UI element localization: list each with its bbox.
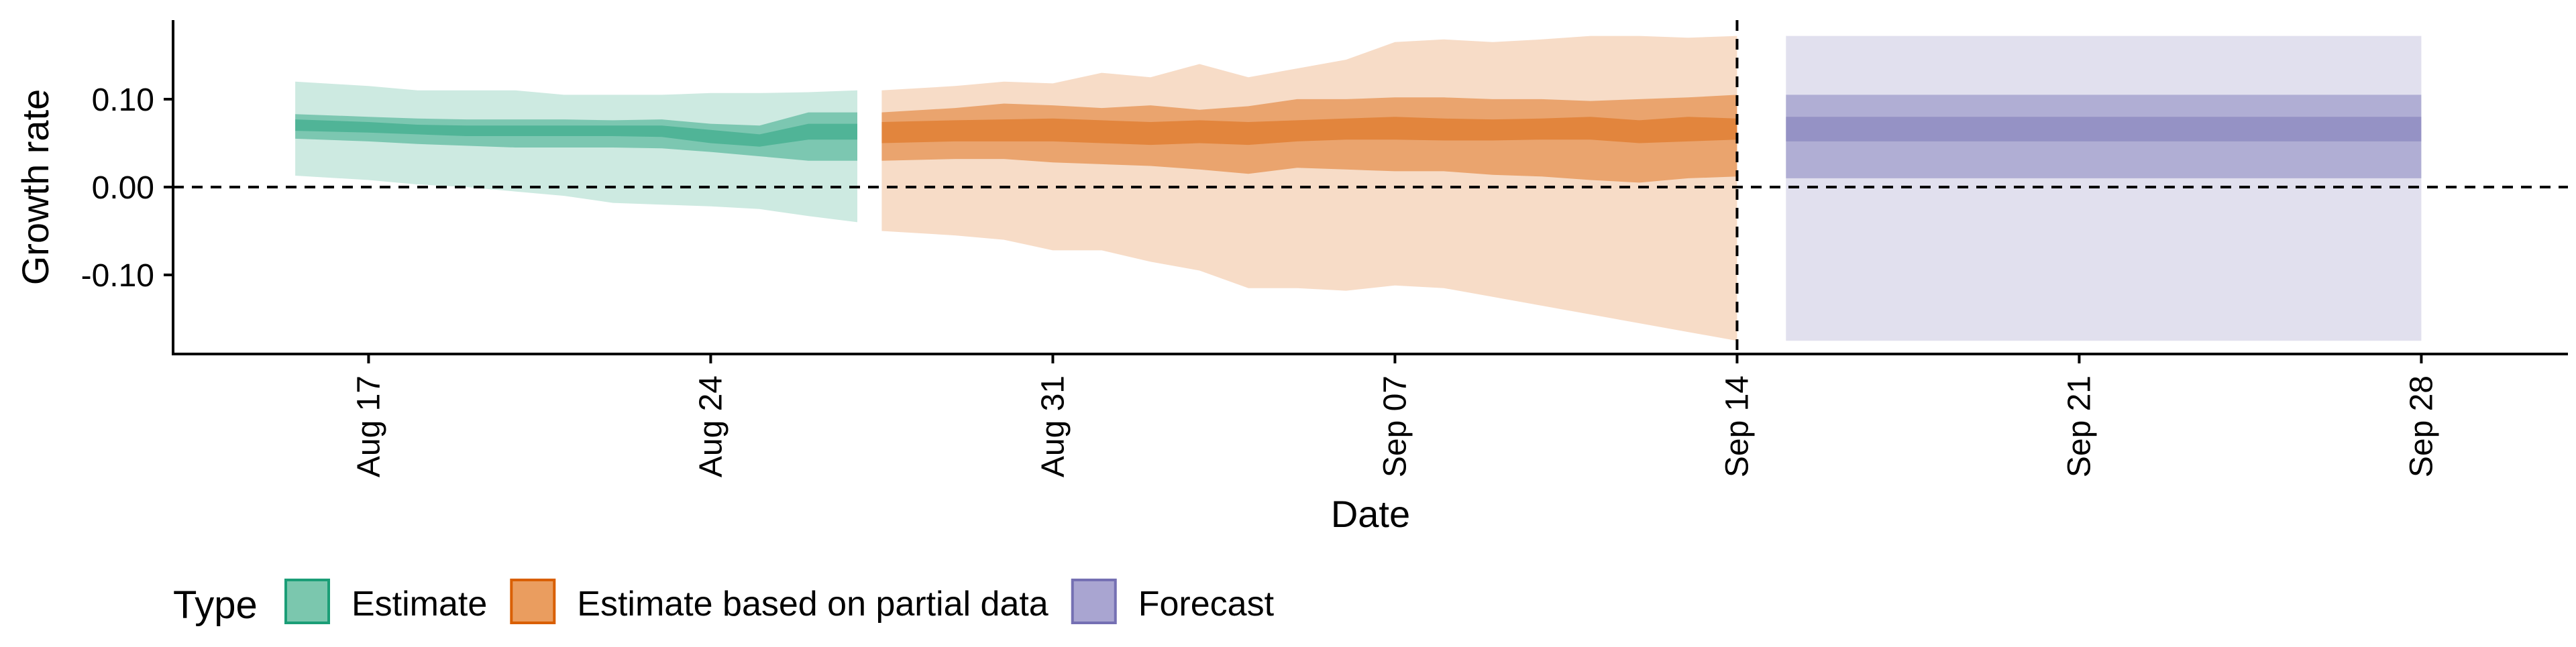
forecast-band-90 (1786, 36, 2422, 341)
forecast-band-50 (1786, 95, 2422, 178)
axis-ticks: 0.10 0.00 -0.10 Aug 17 Aug 24 Aug 31 Sep 07 Sep… (81, 82, 2440, 477)
y-tick-label: 0.10 (92, 82, 154, 118)
estimate-band-50 (295, 112, 858, 161)
legend-swatch-estimate-based-on-partial-data (510, 579, 556, 624)
x-tick-label: Sep 28 (2404, 375, 2439, 477)
legend-swatch-estimate (284, 579, 330, 624)
uncertainty-bands (295, 36, 2422, 341)
x-tick-label: Sep 14 (1719, 375, 1755, 477)
y-axis-title: Growth rate (14, 89, 56, 286)
legend: Type Estimate Estimate based on partial d… (173, 579, 1275, 627)
x-tick-label: Sep 21 (2061, 375, 2097, 477)
legend-swatch-forecast (1071, 579, 1117, 624)
y-tick-label: 0.00 (92, 170, 154, 206)
legend-label-estimate-based-on-partial-data: Estimate based on partial data (577, 585, 1049, 624)
x-tick-label: Aug 24 (693, 375, 729, 477)
y-tick-label: -0.10 (81, 258, 154, 294)
reference-lines (173, 20, 2568, 354)
estimate-based-on-partial-data-band-50 (881, 95, 1737, 183)
estimate-band-20 (295, 119, 858, 147)
legend-title: Type (173, 583, 258, 627)
estimate-band-90 (295, 81, 858, 223)
x-axis-title: Date (1331, 493, 1410, 535)
estimate-based-on-partial-data-band-20 (881, 117, 1737, 145)
x-tick-label: Aug 31 (1035, 375, 1071, 477)
legend-label-forecast: Forecast (1138, 585, 1275, 624)
x-tick-label: Aug 17 (351, 375, 386, 477)
forecast-band-20 (1786, 117, 2422, 141)
legend-label-estimate: Estimate (352, 585, 487, 624)
x-tick-label: Sep 07 (1377, 375, 1413, 477)
